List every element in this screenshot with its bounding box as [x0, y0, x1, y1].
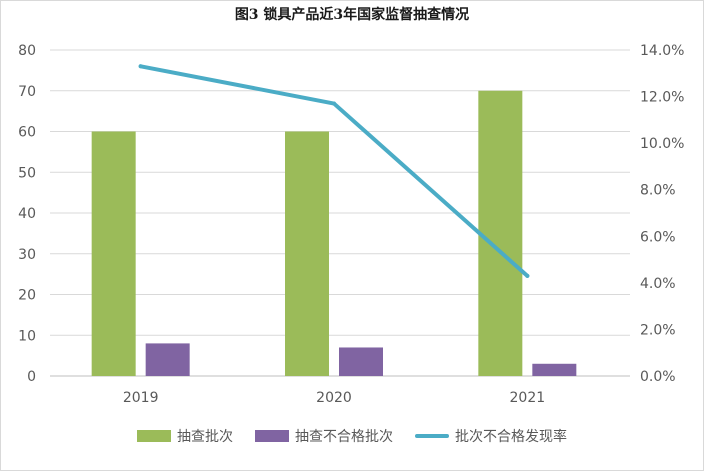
y-right-tick-label: 10.0%: [640, 136, 684, 152]
y-left-tick-label: 50: [18, 165, 36, 181]
y-right-tick-label: 8.0%: [640, 183, 676, 199]
y-left-tick-label: 80: [18, 43, 36, 59]
legend-label-inspected: 抽查批次: [177, 429, 233, 445]
x-tick-label: 2020: [316, 390, 352, 406]
y-left-tick-label: 20: [18, 288, 36, 304]
point-failure-rate: [138, 64, 143, 69]
legend-label-failed: 抽查不合格批次: [295, 429, 393, 445]
legend-swatch-inspected: [137, 430, 171, 442]
bar-inspected: [478, 90, 523, 376]
y-left-tick-label: 10: [18, 328, 36, 344]
point-failure-rate: [525, 273, 530, 278]
y-right-tick-label: 6.0%: [640, 229, 676, 245]
legend-label-failure-rate: 批次不合格发现率: [455, 429, 567, 445]
y-left-tick-label: 40: [18, 206, 36, 222]
legend-item-inspected: 抽查批次: [137, 426, 233, 446]
y-left-tick-label: 30: [18, 247, 36, 263]
legend: 抽查批次 抽查不合格批次 批次不合格发现率: [0, 426, 704, 446]
point-failure-rate: [332, 101, 336, 106]
line-failure-rate: [138, 64, 530, 278]
bar-failed: [532, 363, 577, 376]
bar-failed: [339, 347, 383, 376]
y-right-tick-label: 4.0%: [640, 276, 676, 292]
y-right-tick-label: 12.0%: [640, 90, 684, 106]
y-left-tick-label: 70: [18, 84, 36, 100]
y-right-tick-label: 0.0%: [640, 369, 676, 385]
y-left-tick-label: 0: [27, 369, 36, 385]
y-right-tick-label: 2.0%: [640, 322, 676, 338]
legend-swatch-failure-rate: [415, 434, 449, 438]
y-left-tick-label: 60: [18, 125, 36, 141]
legend-swatch-failed: [255, 430, 289, 442]
bar-inspected: [91, 131, 136, 376]
chart-title: 图3 锁具产品近3年国家监督抽查情况: [234, 7, 470, 23]
x-tick-label: 2019: [123, 390, 159, 406]
legend-item-failed: 抽查不合格批次: [255, 426, 393, 446]
x-tick-label: 2021: [510, 390, 546, 406]
bar-failed: [145, 343, 190, 376]
y-right-tick-label: 14.0%: [640, 43, 684, 59]
bar-inspected: [285, 131, 329, 376]
legend-item-failure-rate: 批次不合格发现率: [415, 426, 567, 446]
